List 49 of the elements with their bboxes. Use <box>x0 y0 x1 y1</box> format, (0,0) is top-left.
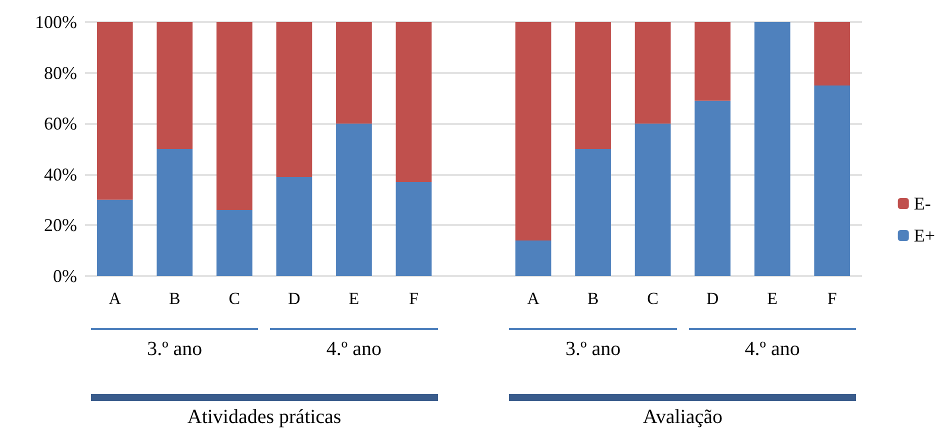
bar <box>216 210 252 276</box>
bar <box>276 176 312 276</box>
bar <box>336 22 372 124</box>
x-tick-label: B <box>587 289 599 308</box>
y-tick-label: 0% <box>53 266 77 286</box>
x-tick-label: D <box>706 289 719 308</box>
text: 3.º ano <box>565 338 621 361</box>
bar <box>575 149 611 276</box>
legend-label: E+ <box>914 226 936 246</box>
bar <box>694 22 731 101</box>
y-tick-label: 40% <box>44 164 77 184</box>
y-tick-label: 100% <box>35 12 77 32</box>
x-tick-label: F <box>827 289 837 308</box>
x-tick-label: F <box>408 289 418 308</box>
text: Avaliação <box>642 406 722 429</box>
bar <box>634 22 671 124</box>
x-tick-label: E <box>767 289 778 308</box>
text: 4.º ano <box>326 338 382 361</box>
bar <box>216 22 252 210</box>
x-tick-label: A <box>527 289 540 308</box>
bar <box>814 22 850 86</box>
bar <box>156 149 193 276</box>
x-tick-label: D <box>288 289 300 308</box>
bar <box>396 182 432 276</box>
bar <box>754 22 790 276</box>
y-tick-label: 20% <box>44 215 77 236</box>
bar <box>515 240 552 276</box>
bar <box>575 22 611 149</box>
bar <box>96 200 133 276</box>
text: Atividades práticas <box>187 406 342 429</box>
bar <box>96 22 133 200</box>
x-tick-label: C <box>228 289 240 308</box>
x-tick-label: B <box>168 289 180 308</box>
bar <box>396 22 432 182</box>
bar <box>634 124 671 276</box>
y-tick-label: 60% <box>44 114 77 134</box>
x-tick-label: C <box>647 289 658 308</box>
bar <box>814 86 850 276</box>
text: 4.º ano <box>744 338 800 361</box>
x-tick-label: E <box>348 289 360 308</box>
bar <box>276 22 312 177</box>
x-tick-label: A <box>108 289 122 308</box>
bar <box>156 22 193 149</box>
bar <box>694 100 731 276</box>
text: 3.º ano <box>147 338 202 361</box>
bar <box>336 124 372 276</box>
legend-label: E- <box>914 194 931 214</box>
y-tick-label: 80% <box>44 62 77 83</box>
bar <box>515 22 552 240</box>
